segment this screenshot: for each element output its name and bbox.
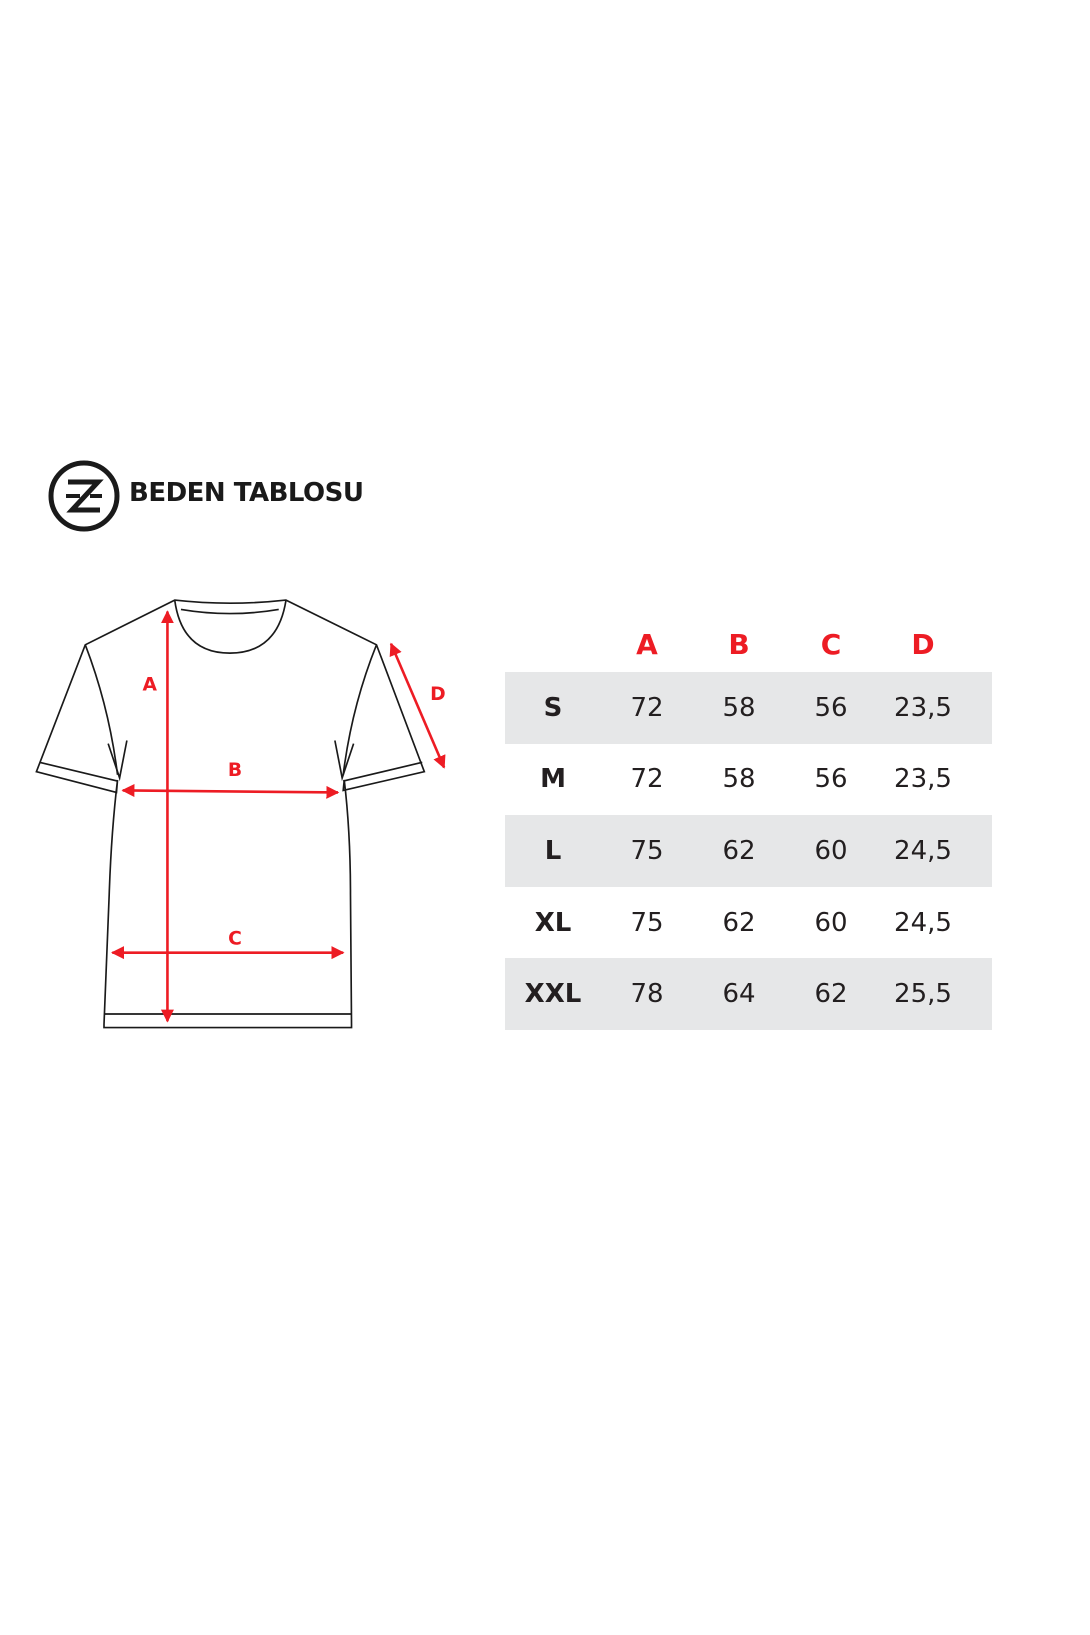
cell-d: 24,5 [894,907,952,938]
cell-b: 58 [722,764,756,795]
size-cell: S [543,692,563,723]
table-row: XXL 78 64 62 25,5 [505,958,992,1030]
cell-c: 56 [814,764,848,795]
label-d: D [430,684,446,705]
cell-d: 23,5 [894,692,952,723]
cell-a: 78 [630,979,664,1010]
cell-c: 62 [814,979,848,1010]
size-cell: L [544,835,562,866]
size-cell: XL [534,907,572,938]
table-row: S 72 58 56 23,5 [505,672,992,744]
cell-b: 62 [722,907,756,938]
cell-c: 60 [814,907,848,938]
page-title: BEDEN TABLOSU [129,478,364,508]
table-row: XL 75 62 60 24,5 [505,887,992,959]
table-header: A B C D [505,616,992,672]
cell-d: 25,5 [894,979,952,1010]
cell-b: 62 [722,835,756,866]
size-table: A B C D S 72 58 56 23,5 M 72 58 56 23,5 … [505,616,992,1030]
cell-c: 56 [814,692,848,723]
column-header-b: B [728,627,750,661]
tshirt-outline [35,599,426,1029]
size-cell: M [540,764,566,795]
label-c: C [228,928,242,949]
label-a: A [143,675,158,696]
arrow-b [121,784,340,799]
tshirt-measurement-diagram: A B C D [35,599,446,1029]
cell-a: 75 [630,907,664,938]
arrow-d [389,642,446,769]
table-row: M 72 58 56 23,5 [505,744,992,816]
table-row: L 75 62 60 24,5 [505,815,992,887]
column-header-d: D [911,627,935,661]
cell-a: 75 [630,835,664,866]
cell-c: 60 [814,835,848,866]
cell-d: 23,5 [894,764,952,795]
size-cell: XXL [524,979,582,1010]
label-b: B [228,760,242,781]
column-header-a: A [636,627,658,661]
brand-logo-icon [48,460,120,532]
cell-b: 58 [722,692,756,723]
cell-d: 24,5 [894,835,952,866]
cell-a: 72 [630,692,664,723]
column-header-c: C [820,627,842,661]
cell-a: 72 [630,764,664,795]
cell-b: 64 [722,979,756,1010]
